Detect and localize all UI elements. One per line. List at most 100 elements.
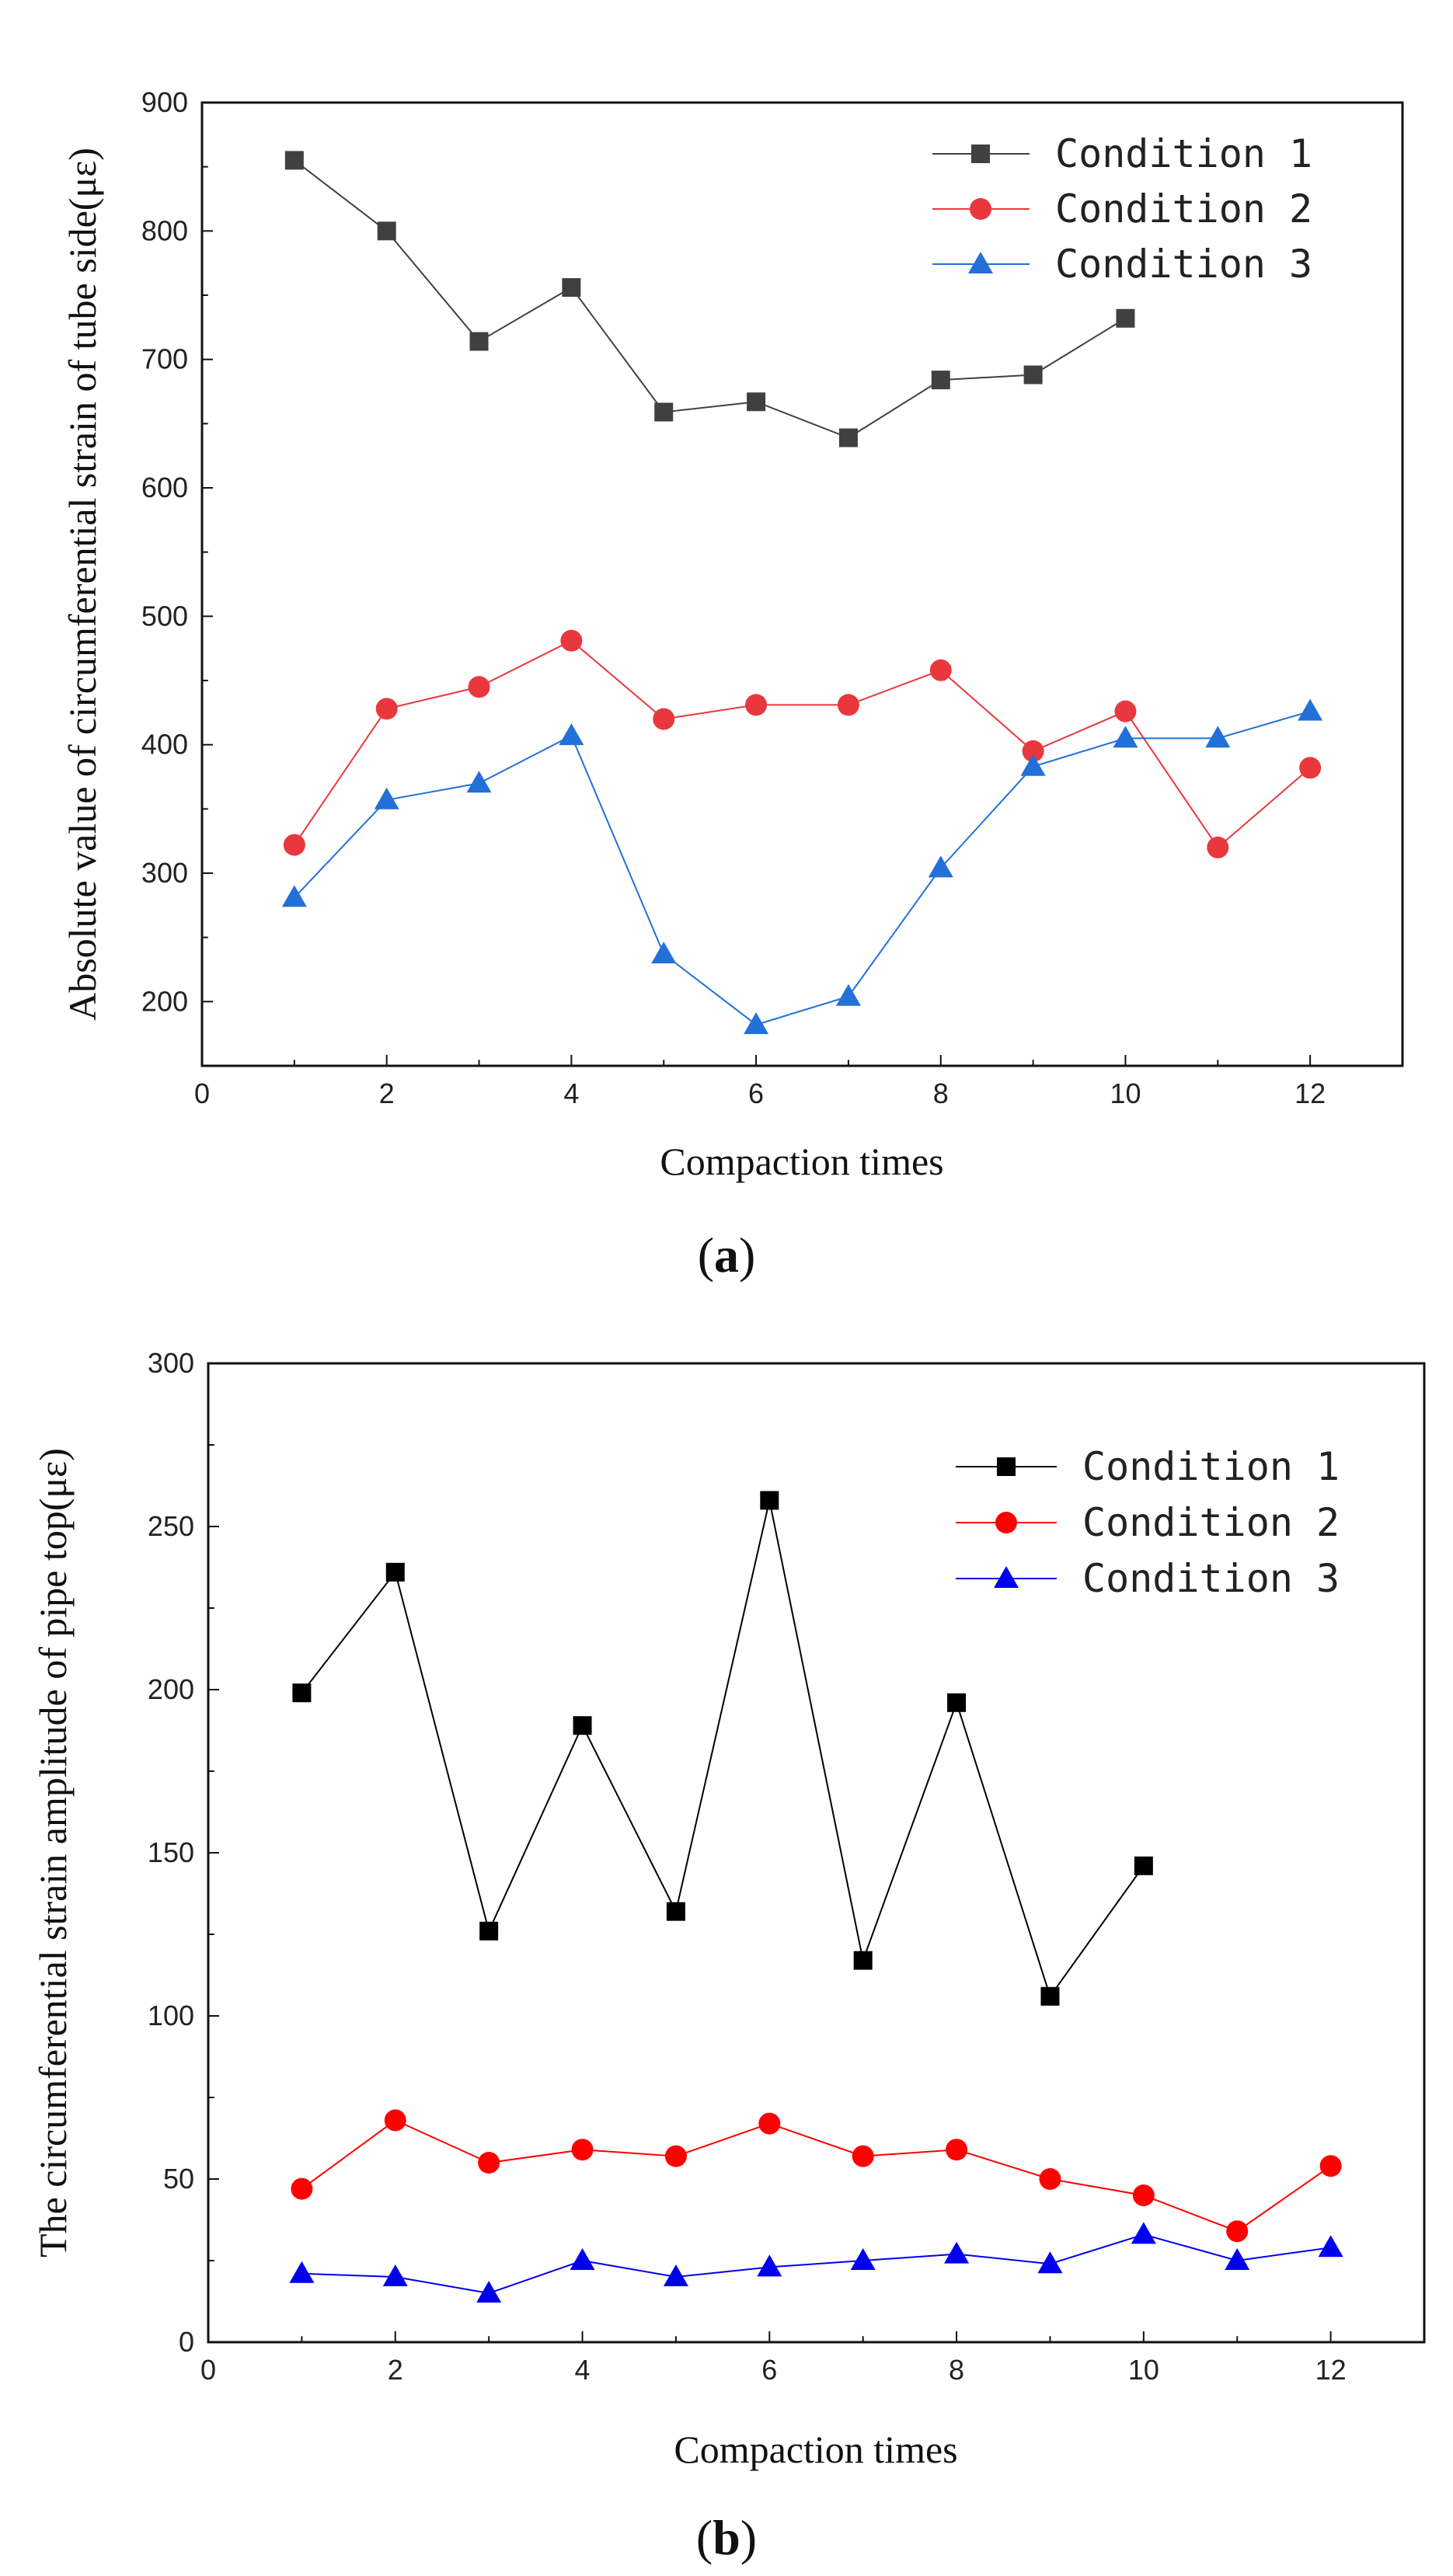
data-point (1023, 365, 1043, 385)
x-tick-label: 6 (748, 1077, 764, 1109)
x-tick-label: 4 (575, 2354, 591, 2386)
y-tick-label: 800 (141, 214, 188, 246)
legend-label: Condition 3 (1055, 242, 1312, 287)
data-point (1040, 1986, 1060, 2006)
series-layer (281, 151, 1323, 1035)
data-point (931, 371, 950, 390)
legend-marker-triangle (968, 252, 993, 273)
x-tick-label: 6 (761, 2354, 777, 2386)
data-point (478, 2152, 500, 2174)
y-tick-label: 900 (141, 86, 188, 118)
series-line (301, 2233, 1331, 2295)
legend-marker-square (997, 1457, 1016, 1476)
legend: Condition 1 Condition 2 Condition 3 (932, 131, 1312, 287)
x-tick-label: 0 (194, 1077, 210, 1109)
panel-label-letter: a (714, 1227, 739, 1283)
data-point (284, 151, 304, 170)
data-point (928, 855, 953, 878)
data-point (663, 2264, 688, 2286)
legend-label: Condition 1 (1082, 1444, 1340, 1489)
data-point (664, 2145, 687, 2167)
axis-ticks: 0 2 4 6 8 10 12 200 300 400 500 600 700 800 900 (141, 86, 1403, 1109)
data-point (946, 2139, 968, 2161)
legend-marker-circle (970, 198, 991, 220)
y-axis-title: Absolute value of circumferential strain… (61, 148, 104, 1021)
data-point (651, 942, 677, 964)
x-axis-title: Compaction times (660, 1140, 943, 1183)
data-point (653, 708, 675, 730)
data-point (1299, 757, 1322, 779)
data-point (1298, 698, 1323, 721)
data-point (747, 392, 766, 412)
y-tick-label: 400 (141, 729, 188, 761)
y-tick-label: 200 (148, 1673, 194, 1705)
series-1 (284, 151, 1135, 447)
data-point (466, 771, 492, 793)
data-point (1039, 2168, 1061, 2190)
legend-marker-shape (997, 1457, 1016, 1476)
legend-marker-triangle (994, 1566, 1019, 1588)
data-point (835, 983, 861, 1006)
legend-entry-condition-1: Condition 1 (932, 131, 1312, 176)
legend-marker-shape (971, 144, 990, 163)
x-tick-label: 12 (1294, 1077, 1326, 1109)
data-point (374, 787, 399, 809)
panel-label-a: (a) (698, 1227, 756, 1283)
legend-entry-condition-2: Condition 2 (932, 186, 1312, 231)
y-tick-label: 0 (179, 2326, 194, 2358)
data-point (281, 885, 307, 907)
series-line (301, 2119, 1332, 2233)
axis-ticks: 0 2 4 6 8 10 12 0 50 100 150 200 250 300 (148, 1347, 1425, 2386)
data-point (1116, 308, 1135, 328)
y-axis-title: The circumferential strain amplitude of … (31, 1448, 75, 2257)
data-point (654, 402, 674, 422)
data-point (1022, 740, 1044, 762)
legend-entry-condition-3: Condition 3 (956, 1556, 1340, 1601)
y-tick-label: 150 (148, 1836, 194, 1868)
data-point (560, 629, 583, 652)
chart-panel-b: 0 2 4 6 8 10 12 0 50 100 150 200 250 300 Compaction t… (31, 1347, 1426, 2565)
y-tick-label: 700 (141, 343, 188, 375)
data-point (375, 698, 398, 720)
data-point (929, 659, 952, 681)
data-point (562, 278, 581, 298)
data-point (570, 2248, 595, 2270)
data-point (1226, 2220, 1249, 2243)
data-point (559, 723, 584, 746)
series-3 (281, 698, 1323, 1035)
data-point (283, 834, 305, 856)
y-tick-label: 100 (148, 2000, 194, 2031)
data-point (1131, 2222, 1156, 2244)
data-point (384, 2109, 406, 2132)
data-point (469, 332, 489, 351)
legend-marker-shape (995, 1512, 1017, 1533)
series-line (294, 710, 1311, 1026)
data-point (758, 2112, 781, 2135)
x-tick-label: 0 (200, 2354, 216, 2386)
series-line (294, 159, 1126, 439)
x-tick-label: 4 (563, 1077, 579, 1109)
y-tick-label: 500 (141, 600, 188, 632)
data-point (289, 2261, 315, 2283)
legend-marker-shape (994, 1566, 1019, 1588)
x-axis-title: Compaction times (674, 2428, 957, 2471)
legend-label: Condition 2 (1055, 186, 1312, 231)
x-tick-label: 2 (379, 1077, 395, 1109)
x-tick-label: 10 (1110, 1077, 1141, 1109)
x-tick-label: 8 (933, 1077, 949, 1109)
series-line (294, 639, 1311, 849)
data-point (944, 2241, 970, 2264)
data-point (291, 2177, 313, 2200)
data-point (837, 694, 859, 716)
series-3 (289, 2222, 1343, 2303)
legend-entry-condition-1: Condition 1 (956, 1444, 1340, 1489)
legend-marker-square (971, 144, 990, 163)
data-point (385, 1562, 405, 1582)
panel-label-b: (b) (696, 2510, 757, 2565)
data-point (757, 2254, 782, 2277)
data-point (745, 694, 768, 716)
legend-entry-condition-2: Condition 2 (956, 1500, 1340, 1545)
data-point (377, 221, 396, 241)
data-point (1318, 2235, 1343, 2257)
